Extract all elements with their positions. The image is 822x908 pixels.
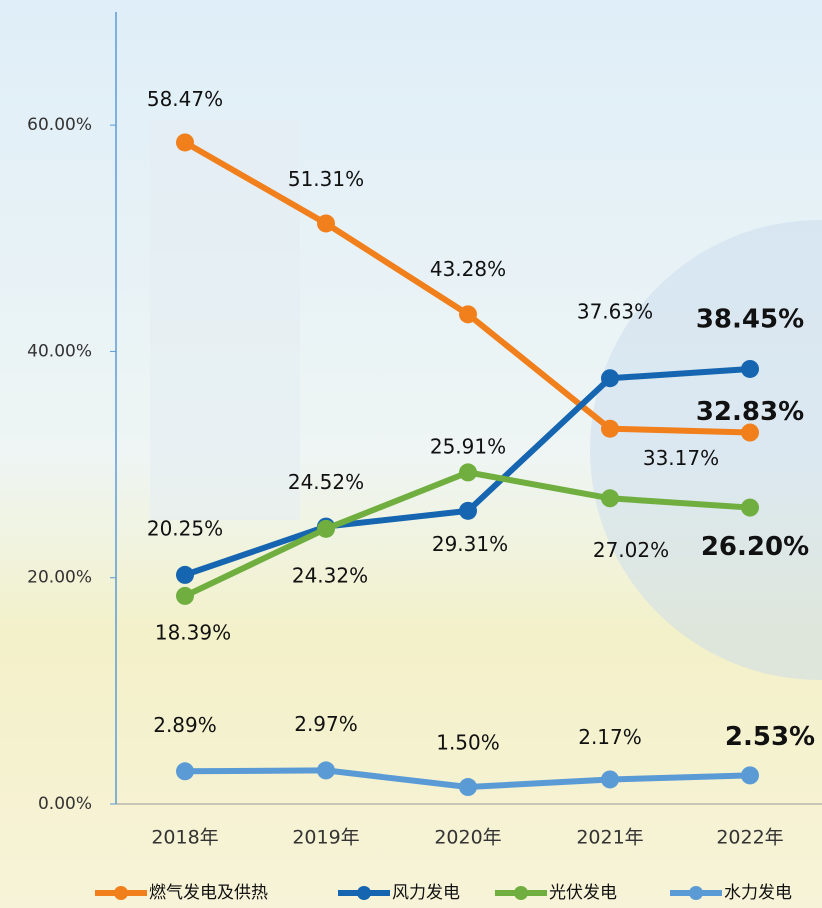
data-label: 58.47% (147, 87, 223, 111)
data-point (176, 133, 194, 151)
data-label: 18.39% (155, 620, 231, 644)
data-label: 32.83% (696, 397, 804, 427)
data-label: 2.17% (578, 725, 642, 749)
data-label: 2.53% (725, 722, 815, 752)
data-point (176, 762, 194, 780)
y-tick-label: 20.00% (27, 568, 92, 588)
data-label: 27.02% (593, 538, 669, 562)
data-label: 25.91% (430, 434, 506, 458)
legend-label: 燃气发电及供热 (149, 883, 268, 903)
legend-marker (114, 886, 128, 900)
data-label: 37.63% (577, 300, 653, 324)
data-label: 24.52% (288, 470, 364, 494)
x-tick-label: 2020年 (434, 827, 501, 849)
data-point (601, 770, 619, 788)
data-label: 24.32% (292, 563, 368, 587)
data-label: 1.50% (436, 731, 500, 755)
x-tick-label: 2022年 (716, 827, 783, 849)
data-point (741, 766, 759, 784)
data-point (459, 778, 477, 796)
data-point (176, 587, 194, 605)
x-tick-label: 2021年 (576, 827, 643, 849)
data-point (459, 305, 477, 323)
data-label: 2.89% (153, 713, 217, 737)
data-label: 33.17% (643, 446, 719, 470)
legend-label: 光伏发电 (549, 883, 617, 903)
legend-marker (514, 886, 528, 900)
data-point (601, 420, 619, 438)
data-label: 43.28% (430, 257, 506, 281)
legend-marker (357, 886, 371, 900)
data-label: 51.31% (288, 167, 364, 191)
data-point (601, 489, 619, 507)
data-label: 29.31% (432, 532, 508, 556)
y-tick-label: 40.00% (27, 341, 92, 361)
x-tick-label: 2018年 (151, 827, 218, 849)
data-point (459, 463, 477, 481)
legend-label: 风力发电 (392, 883, 460, 903)
chart: 燃气发电及供热 风力发电 光伏发电 水力发电 0.00% 20.00% 40.00% 60.… (0, 0, 822, 908)
legend-label: 水力发电 (724, 883, 792, 903)
data-label: 38.45% (696, 304, 804, 334)
legend-marker (689, 886, 703, 900)
background-building (150, 120, 300, 520)
data-label: 2.97% (294, 712, 358, 736)
data-label: 20.25% (147, 516, 223, 540)
data-point (317, 761, 335, 779)
data-point (317, 214, 335, 232)
x-tick-label: 2019年 (292, 827, 359, 849)
data-point (741, 499, 759, 517)
y-tick-label: 60.00% (27, 115, 92, 135)
data-label: 26.20% (701, 532, 809, 562)
y-tick-label: 0.00% (38, 794, 92, 814)
data-point (459, 502, 477, 520)
data-point (741, 360, 759, 378)
data-point (317, 520, 335, 538)
data-point (601, 369, 619, 387)
data-point (176, 566, 194, 584)
